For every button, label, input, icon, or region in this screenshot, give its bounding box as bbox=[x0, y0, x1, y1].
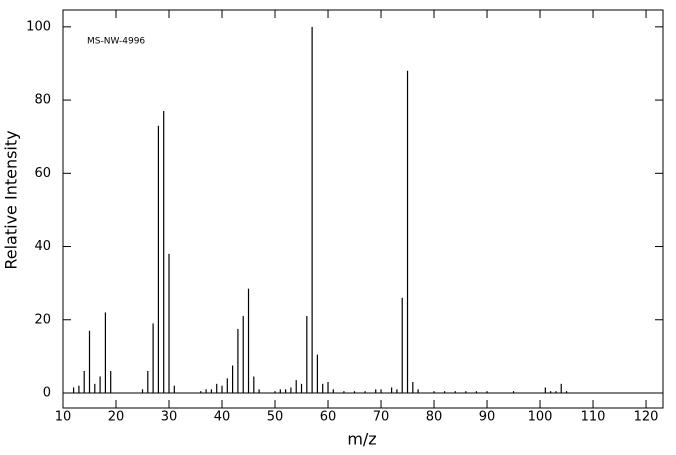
plot-frame bbox=[62, 9, 664, 409]
x-tick-label: 70 bbox=[373, 410, 390, 425]
y-axis-label: Relative Intensity bbox=[2, 130, 21, 269]
x-tick-label: 110 bbox=[581, 410, 606, 425]
x-tick-label: 90 bbox=[479, 410, 496, 425]
x-tick-label: 50 bbox=[267, 410, 284, 425]
x-tick-label: 10 bbox=[55, 410, 72, 425]
x-axis-label: m/z bbox=[347, 430, 376, 449]
x-tick-label: 120 bbox=[634, 410, 659, 425]
x-tick-label: 80 bbox=[426, 410, 443, 425]
y-tick-label: 80 bbox=[34, 93, 51, 108]
x-tick-label: 40 bbox=[214, 410, 231, 425]
y-tick-label: 40 bbox=[34, 239, 51, 254]
annotation: MS-NW-4996 bbox=[87, 37, 145, 47]
y-tick-label: 20 bbox=[34, 312, 51, 327]
y-tick-label: 0 bbox=[43, 385, 51, 400]
x-tick-label: 60 bbox=[320, 410, 337, 425]
y-tick-label: 60 bbox=[34, 166, 51, 181]
x-tick-label: 20 bbox=[108, 410, 125, 425]
x-tick-label: 100 bbox=[528, 410, 553, 425]
y-tick-label: 100 bbox=[26, 19, 51, 34]
x-tick-label: 30 bbox=[161, 410, 178, 425]
